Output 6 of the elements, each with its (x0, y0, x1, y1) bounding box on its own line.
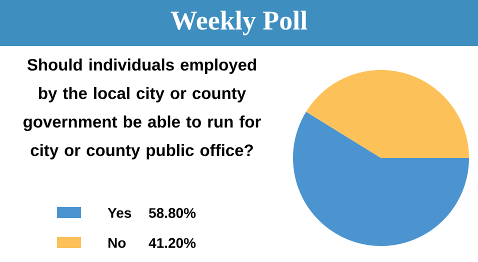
data-label: 58.80% (148, 208, 196, 218)
legend-label: Yes (108, 208, 132, 218)
chart-title: Weekly Poll (170, 10, 308, 36)
data-label: 41.20% (148, 238, 196, 248)
text: Should individuals employed by the local city or county government be able to run for city or county public office? (24, 58, 261, 160)
legend-label: No (108, 238, 126, 248)
